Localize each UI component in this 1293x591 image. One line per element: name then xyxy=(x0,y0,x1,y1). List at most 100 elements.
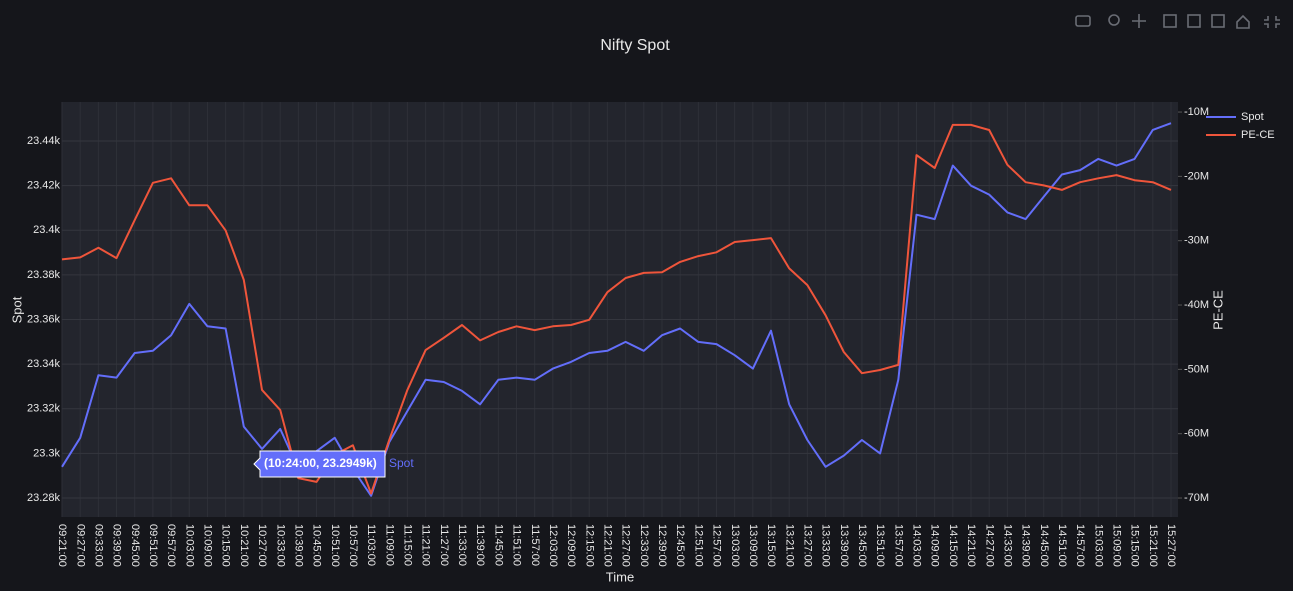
x-tick-label: 12:57:00 xyxy=(711,524,723,567)
x-tick-label: 09:21:00 xyxy=(56,524,68,567)
plot-area xyxy=(62,102,1178,517)
x-tick-label: 13:27:00 xyxy=(801,524,813,567)
zoom-icon[interactable] xyxy=(1108,14,1120,26)
x-tick-label: 09:39:00 xyxy=(111,524,123,567)
y-tick-label: 23.3k xyxy=(33,447,60,459)
y-tick-label: 23.28k xyxy=(27,492,61,504)
line xyxy=(61,123,1172,495)
legend-label: PE-CE xyxy=(1241,129,1275,141)
x-tick-label: 10:15:00 xyxy=(220,524,232,567)
x-tick-label: 12:15:00 xyxy=(583,524,595,567)
x-tick-label: 13:45:00 xyxy=(856,524,868,567)
tooltip-box xyxy=(253,450,386,478)
x-tick-label: 11:33:00 xyxy=(456,524,468,566)
x-tick-label: 11:57:00 xyxy=(529,524,541,566)
autoscale-icon[interactable] xyxy=(1211,14,1225,28)
x-tick-label: 11:21:00 xyxy=(420,524,432,566)
x-tick-label: 11:09:00 xyxy=(383,524,395,566)
x-tick-label: 15:09:00 xyxy=(1111,524,1123,567)
x-tick-label: 10:03:00 xyxy=(183,524,195,567)
y-tick-label: 23.4k xyxy=(33,224,60,236)
legend-label: Spot xyxy=(1241,111,1264,123)
x-tick-label: 13:51:00 xyxy=(874,524,886,567)
x-tick-label: 15:27:00 xyxy=(1165,524,1177,567)
fullscreen-icon[interactable] xyxy=(1264,16,1280,28)
x-tick-label: 12:51:00 xyxy=(692,524,704,567)
x-tick-label: 10:21:00 xyxy=(238,524,250,567)
x-tick-label: 10:27:00 xyxy=(256,524,268,567)
home-icon[interactable] xyxy=(1236,14,1250,29)
x-tick-label: 11:15:00 xyxy=(402,524,414,566)
x-tick-label: 11:03:00 xyxy=(365,524,377,566)
x-tick-label: 09:27:00 xyxy=(74,524,86,567)
x-tick-label: 13:03:00 xyxy=(729,524,741,567)
zoom-in-icon[interactable] xyxy=(1163,14,1177,28)
x-tick-label: 12:03:00 xyxy=(547,524,559,567)
x-tick-label: 13:57:00 xyxy=(892,524,904,567)
pan-icon[interactable] xyxy=(1132,14,1146,28)
y2-tick-label: -60M xyxy=(1184,428,1209,440)
x-tick-label: 13:39:00 xyxy=(838,524,850,567)
x-axis-title: Time xyxy=(606,569,634,584)
x-tick-label: 10:09:00 xyxy=(202,524,214,567)
x-tick-label: 10:33:00 xyxy=(274,524,286,567)
x-tick-label: 13:15:00 xyxy=(765,524,777,567)
camera-icon[interactable] xyxy=(1075,15,1091,27)
x-tick-label: 11:51:00 xyxy=(511,524,523,566)
y-tick-label: 23.34k xyxy=(27,358,61,370)
tooltip-label: Spot xyxy=(389,456,414,470)
y2-tick-label: -40M xyxy=(1184,299,1209,311)
x-tick-label: 14:09:00 xyxy=(929,524,941,567)
x-tick-label: 14:21:00 xyxy=(965,524,977,567)
x-tick-label: 15:21:00 xyxy=(1147,524,1159,567)
y-axis-title: Spot xyxy=(9,296,24,323)
chart-title: Nifty Spot xyxy=(600,37,670,54)
zoom-out-icon[interactable] xyxy=(1187,14,1201,28)
y2-tick-label: -50M xyxy=(1184,363,1209,375)
y2-axis-title: PE-CE xyxy=(1210,290,1225,330)
x-tick-label: 15:15:00 xyxy=(1129,524,1141,567)
x-tick-label: 14:51:00 xyxy=(1056,524,1068,567)
tooltip: (10:24:00, 23.2949k) Spot xyxy=(253,450,414,478)
y2-tick-label: -20M xyxy=(1184,170,1209,182)
x-tick-label: 11:45:00 xyxy=(492,524,504,566)
toolbar[interactable] xyxy=(1075,14,1280,29)
line xyxy=(61,122,1172,497)
x-tick-label: 12:45:00 xyxy=(674,524,686,567)
x-tick-label: 11:27:00 xyxy=(438,524,450,566)
y2-tick-label: -70M xyxy=(1184,492,1209,504)
x-tick-label: 14:33:00 xyxy=(1001,524,1013,567)
x-tick-label: 10:45:00 xyxy=(311,524,323,567)
x-tick-label: 12:09:00 xyxy=(565,524,577,567)
x-tick-label: 10:39:00 xyxy=(292,524,304,567)
x-tick-label: 14:45:00 xyxy=(1038,524,1050,567)
x-tick-label: 09:57:00 xyxy=(165,524,177,567)
tooltip-text: (10:24:00, 23.2949k) xyxy=(264,456,377,470)
y-tick-label: 23.42k xyxy=(27,180,61,192)
x-tick-label: 13:09:00 xyxy=(747,524,759,567)
x-tick-label: 10:51:00 xyxy=(329,524,341,567)
x-tick-label: 09:33:00 xyxy=(92,524,104,567)
x-tick-label: 14:15:00 xyxy=(947,524,959,567)
x-tick-label: 14:03:00 xyxy=(911,524,923,567)
y-tick-label: 23.44k xyxy=(27,135,61,147)
x-tick-label: 15:03:00 xyxy=(1092,524,1104,567)
x-tick-label: 14:39:00 xyxy=(1020,524,1032,567)
x-tick-label: 12:21:00 xyxy=(602,524,614,567)
x-tick-label: 13:33:00 xyxy=(820,524,832,567)
y2-tick-label: -30M xyxy=(1184,235,1209,247)
x-tick-label: 14:27:00 xyxy=(983,524,995,567)
x-tick-label: 12:33:00 xyxy=(638,524,650,567)
y2-tick-label: -10M xyxy=(1184,106,1209,118)
y-tick-label: 23.36k xyxy=(27,313,61,325)
x-tick-label: 10:57:00 xyxy=(347,524,359,567)
x-tick-label: 09:45:00 xyxy=(129,524,141,567)
x-tick-label: 11:39:00 xyxy=(474,524,486,566)
x-tick-label: 14:57:00 xyxy=(1074,524,1086,567)
y-tick-label: 23.32k xyxy=(27,403,61,415)
y-tick-label: 23.38k xyxy=(27,269,61,281)
x-tick-label: 09:51:00 xyxy=(147,524,159,567)
x-tick-label: 12:27:00 xyxy=(620,524,632,567)
x-tick-label: 12:39:00 xyxy=(656,524,668,567)
